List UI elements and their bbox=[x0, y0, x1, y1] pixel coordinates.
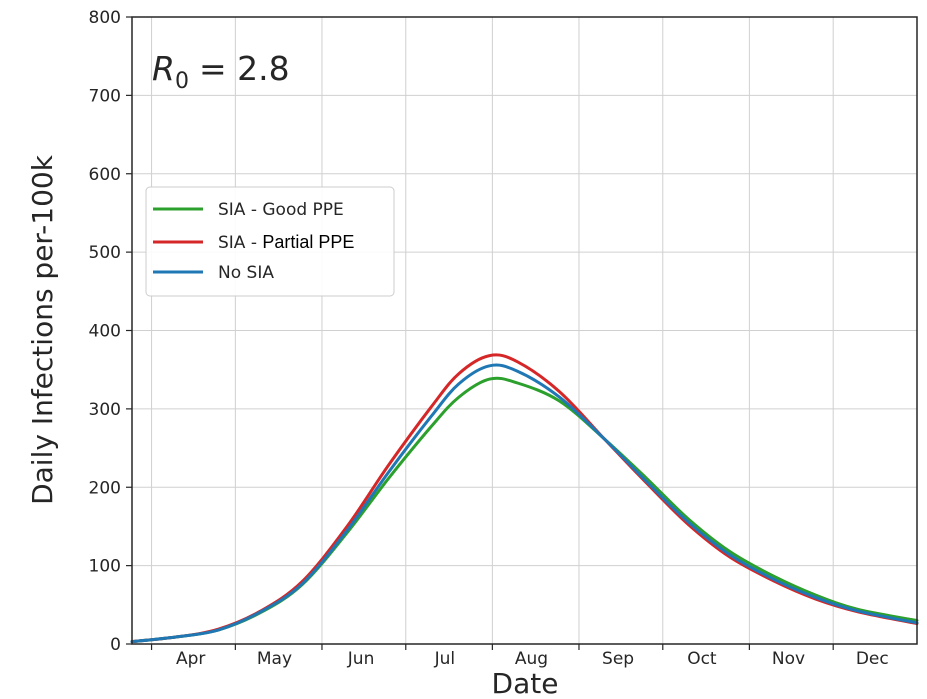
legend-box bbox=[145, 186, 395, 297]
y-tick-label: 700 bbox=[89, 86, 121, 106]
x-tick-label: Aug bbox=[515, 649, 548, 669]
y-axis-title: Daily Infections per-100k bbox=[26, 154, 59, 505]
series-line-2 bbox=[130, 363, 919, 644]
legend-label-partial-ppe-suffix: Partial PPE bbox=[262, 232, 354, 252]
grid-lines bbox=[132, 16, 917, 645]
legend: SIA - Good PPE SIA - Partial PPE No SIA bbox=[145, 186, 395, 297]
x-tick-label: May bbox=[257, 649, 292, 669]
x-tick-label: Apr bbox=[176, 649, 205, 669]
r0-annotation: R0 = 2.8 bbox=[152, 49, 290, 94]
y-tick-labels: 0 100 200 300 400 500 600 700 800 bbox=[89, 8, 121, 655]
series-line-1 bbox=[130, 353, 919, 644]
r0-value: = 2.8 bbox=[199, 49, 290, 88]
r0-symbol: R bbox=[152, 49, 175, 88]
y-tick-label: 100 bbox=[89, 557, 121, 577]
x-tick-label: Dec bbox=[856, 649, 889, 669]
y-tick-label: 500 bbox=[89, 243, 121, 263]
y-tick-label: 800 bbox=[89, 8, 121, 28]
x-tick-label: Sep bbox=[602, 649, 634, 669]
x-tick-labels: Apr May Jun Jul Aug Sep Oct Nov Dec bbox=[176, 649, 889, 669]
y-tick-label: 0 bbox=[110, 635, 121, 655]
y-tick-label: 600 bbox=[89, 165, 121, 185]
x-axis-title: Date bbox=[492, 667, 559, 699]
x-tick-label: Jun bbox=[347, 649, 375, 669]
legend-label-partial-ppe: SIA - Partial PPE bbox=[218, 232, 354, 253]
r0-subscript: 0 bbox=[175, 69, 189, 94]
series-line-0 bbox=[130, 376, 919, 644]
y-tick-label: 300 bbox=[89, 400, 121, 420]
series-lines bbox=[130, 353, 919, 644]
y-tick-label: 400 bbox=[89, 322, 121, 342]
y-tick-label: 200 bbox=[89, 478, 121, 498]
axis-ticks bbox=[126, 16, 834, 650]
x-tick-label: Nov bbox=[772, 649, 805, 669]
x-tick-label: Jul bbox=[434, 649, 456, 669]
legend-label-no-sia: No SIA bbox=[218, 263, 274, 283]
legend-label-good-ppe: SIA - Good PPE bbox=[218, 200, 344, 220]
x-tick-label: Oct bbox=[687, 649, 717, 669]
legend-label-partial-ppe-prefix: SIA - bbox=[218, 233, 262, 253]
